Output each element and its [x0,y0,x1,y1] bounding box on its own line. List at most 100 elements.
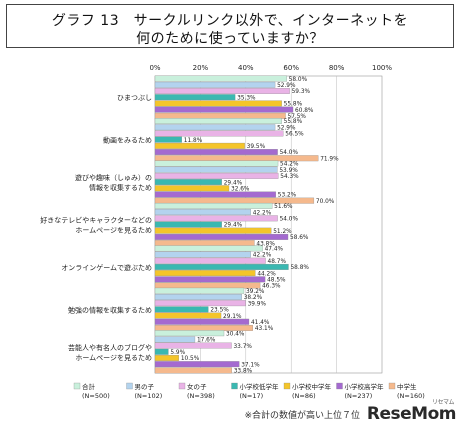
data-label: 37.1% [241,362,260,368]
data-label: 48.7% [268,259,287,265]
bar [154,257,266,264]
bar [154,318,250,325]
bar [154,348,169,355]
legend-label: 合計 [82,382,96,391]
data-label: 53.2% [278,193,297,199]
data-label: 48.5% [267,278,286,284]
data-label: 39.2% [246,289,265,295]
data-label: 47.4% [265,247,284,253]
data-label: 43.8% [256,241,275,247]
legend-swatch [336,382,343,390]
bar [154,166,278,173]
bar [154,172,279,179]
bar [154,270,256,277]
bar [154,361,240,368]
legend-label: 小学校中学年 [292,382,332,391]
data-label: 53.9% [279,168,298,174]
data-label: 58.6% [290,235,309,241]
data-label: 29.1% [223,314,242,320]
data-label: 43.1% [255,326,274,332]
bar [154,179,222,186]
bar [154,306,209,313]
data-label: 56.5% [285,132,304,138]
bar [154,227,272,234]
data-label: 42.2% [253,253,272,259]
bar [154,287,245,294]
chart-title-box: グラフ 13 サークルリンク以外で、インターネットを 何のために使っていますか？ [6,4,454,48]
bar [154,185,230,192]
bar [154,100,282,107]
bar [154,202,273,209]
legend-n: (N=86) [292,392,316,400]
bar [154,160,279,167]
bar [154,221,222,228]
bar [154,263,289,270]
bar [154,112,286,119]
legend-n: (N=500) [82,392,110,400]
category-label: ひまつぶし [117,94,152,102]
data-label: 41.4% [251,320,270,326]
data-label: 54.3% [280,174,299,180]
bar [154,149,278,155]
data-label: 5.9% [170,350,185,356]
data-label: 58.8% [290,265,309,271]
bar [154,142,245,149]
resemom-logo: ReseMom リセマム [366,399,457,424]
legend-label: 男の子 [135,383,155,391]
bar [154,325,253,331]
bar [154,118,282,124]
legend-swatch [126,382,133,390]
data-label: 70.0% [316,199,335,205]
data-label: 55.8% [284,102,303,108]
bar [154,336,196,343]
bar [154,209,251,216]
bar [154,94,236,101]
data-label: 29.4% [224,180,243,186]
data-label: 38.2% [244,295,263,301]
data-label: 35.3% [237,95,256,101]
bar [154,276,266,283]
bar [154,155,319,162]
data-label: 55.8% [284,119,303,125]
category-label: オンラインゲームで遊ぶため [61,263,152,272]
data-label: 54.2% [280,162,299,168]
chart-title-line-2: 何のために使っていますか？ [136,31,324,47]
bar [154,233,289,240]
legend-n: (N=237) [345,392,373,400]
bar [154,312,222,319]
bar [154,124,276,131]
bar [154,240,255,247]
data-label: 29.4% [224,223,243,229]
bar [154,197,315,204]
category-label: 遊びや趣味（しゅみ）の [75,173,152,182]
data-label: 54.0% [280,150,299,156]
category-label: 動画をみるため [103,136,152,145]
data-label: 71.9% [320,156,339,162]
x-tick-label: 100% [372,64,392,72]
bar [154,245,263,252]
legend-swatch [388,382,396,390]
x-tick-label: 0% [149,64,160,72]
data-label: 33.8% [234,369,253,375]
data-label: 52.9% [277,125,296,131]
category-label: 勉強の情報を収集するため [68,305,152,314]
legend-n: (N=102) [135,392,163,400]
data-label: 44.2% [257,271,276,277]
category-label: ホームページを見るため [75,227,152,235]
data-label: 32.6% [231,186,250,192]
legend-n: (N=17) [240,392,264,400]
x-tick-label: 40% [238,64,254,72]
data-label: 10.5% [181,356,200,362]
legend-label: 女の子 [187,382,207,391]
bar [154,215,278,222]
legend-swatch [283,382,291,390]
data-label: 30.4% [226,331,245,337]
legend-label: 小学校低学年 [240,382,280,391]
data-label: 59.3% [292,89,311,95]
data-label: 57.5% [288,114,307,120]
bar [154,367,232,374]
data-label: 51.2% [273,229,292,235]
bar [154,130,284,137]
x-tick-label: 80% [329,64,345,72]
